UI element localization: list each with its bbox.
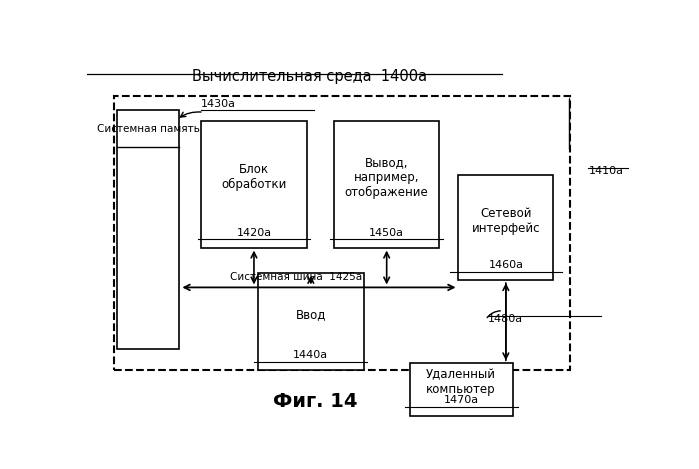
- Text: 1420а: 1420а: [236, 227, 271, 238]
- Text: Сетевой
интерфейс: Сетевой интерфейс: [472, 206, 540, 234]
- Text: Ввод: Ввод: [296, 308, 326, 321]
- Text: 1460а: 1460а: [489, 260, 524, 270]
- Text: Вывод,
например,
отображение: Вывод, например, отображение: [345, 156, 428, 199]
- Bar: [117, 111, 180, 349]
- Text: 1430а: 1430а: [201, 98, 236, 109]
- Text: Системная шина  1425а: Системная шина 1425а: [230, 272, 362, 282]
- Text: Фиг. 14: Фиг. 14: [273, 392, 357, 411]
- Text: Удаленный
компьютер: Удаленный компьютер: [426, 368, 496, 396]
- Bar: [258, 273, 363, 371]
- Bar: [410, 363, 512, 416]
- Text: 1440а: 1440а: [294, 350, 329, 360]
- Text: Системная память: Системная память: [97, 123, 200, 134]
- Bar: [115, 96, 570, 371]
- Text: 1410а: 1410а: [589, 166, 624, 176]
- Bar: [459, 175, 554, 280]
- Text: Вычислительная среда  1400а: Вычислительная среда 1400а: [192, 69, 427, 84]
- Text: 1480а: 1480а: [488, 315, 524, 325]
- Bar: [334, 121, 440, 248]
- Text: 1450а: 1450а: [369, 227, 404, 238]
- Text: Блок
обработки: Блок обработки: [222, 163, 287, 191]
- Bar: [201, 121, 307, 248]
- Text: 1470а: 1470а: [444, 395, 479, 406]
